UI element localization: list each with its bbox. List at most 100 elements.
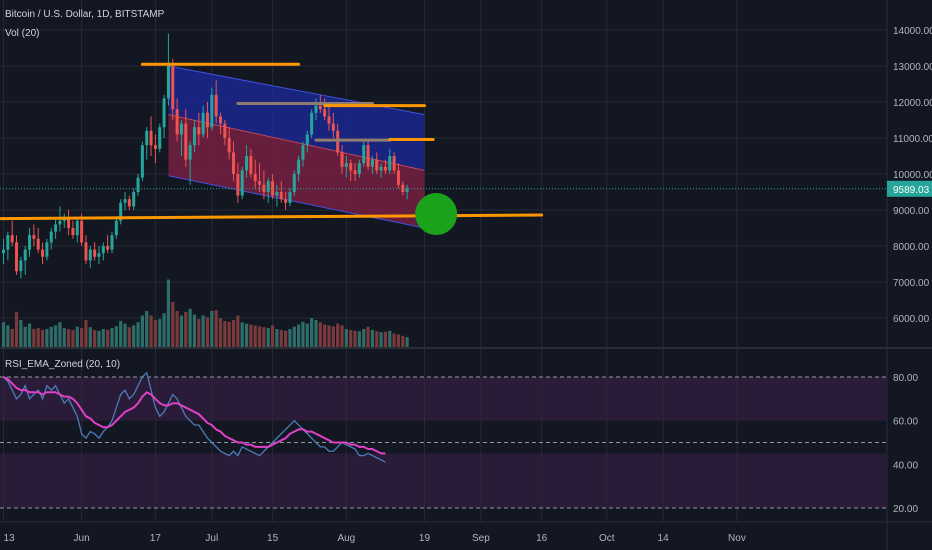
candle-body [370, 159, 374, 167]
last-price-badge [887, 180, 932, 197]
volume-bar [53, 325, 58, 347]
volume-bar [45, 329, 49, 347]
rsi-tick-label-3: 20.00 [893, 504, 918, 515]
volume-bar [275, 329, 279, 347]
candle-body [223, 123, 227, 138]
candle-body [153, 145, 157, 149]
candle-body [383, 166, 387, 171]
volume-bar [340, 325, 344, 347]
volume-bar [249, 324, 253, 347]
volume-bar [136, 322, 140, 347]
candle-body [396, 170, 400, 185]
candle-body [258, 181, 262, 185]
volume-bar [310, 318, 314, 347]
rsi-indicator-label: RSI_EMA_Zoned (20, 10) [5, 359, 121, 370]
volume-bar [392, 333, 396, 347]
time-tick-label-7: Sep [472, 533, 490, 544]
candle-body [140, 145, 144, 178]
candle-body [2, 249, 5, 254]
candle-body [266, 181, 270, 192]
volume-bar [375, 331, 379, 347]
volume-bar [353, 330, 357, 347]
candle-body [184, 123, 188, 160]
volume-bar [184, 311, 188, 347]
volume-bar [405, 337, 409, 347]
candle-body [284, 199, 288, 203]
candle-body [23, 249, 27, 261]
volume-bar [1, 322, 6, 347]
candle-body [67, 217, 71, 228]
volume-bar [236, 315, 240, 347]
volume-bar [106, 329, 110, 347]
volume-bar [279, 329, 283, 347]
candle-body [149, 130, 153, 146]
price-tick-label-0: 14000.00 [893, 26, 932, 37]
volume-bar [270, 325, 275, 347]
price-tick-label-6: 8000.00 [893, 242, 930, 253]
candle-body [327, 116, 331, 124]
rsi-tick-label-1: 60.00 [893, 417, 918, 428]
candle-body [127, 199, 131, 207]
candle-body [101, 246, 105, 254]
time-tick-label-2: 17 [150, 533, 162, 544]
candle-body [349, 163, 353, 171]
candle-body [10, 235, 14, 243]
time-tick-label-8: 16 [536, 533, 548, 544]
volume-bar [292, 326, 296, 347]
candle-body [28, 235, 32, 250]
candle-body [32, 235, 36, 239]
volume-bar [240, 322, 244, 347]
volume-bar [301, 321, 305, 347]
candle-body [262, 184, 266, 192]
volume-indicator-label: Vol (20) [5, 28, 40, 39]
time-tick-label-10: 14 [658, 533, 670, 544]
volume-bar [370, 329, 374, 347]
candle-body [158, 127, 162, 149]
candle-body [49, 231, 53, 243]
candle-body [366, 145, 370, 167]
price-tick-label-3: 11000.00 [893, 134, 932, 145]
volume-bar [297, 324, 301, 347]
candle-body [205, 112, 209, 128]
rsi-zone-0 [0, 377, 886, 421]
volume-bar [40, 329, 45, 347]
ema-line [3, 376, 386, 455]
candle-body [405, 188, 409, 192]
candle-body [80, 220, 84, 243]
candle-body [84, 242, 88, 261]
candle-body [15, 242, 19, 272]
symbol-title: Bitcoin / U.S. Dollar, 1D, BITSTAMP [5, 9, 165, 20]
time-tick-label-11: Nov [728, 533, 746, 544]
volume-bar [336, 323, 340, 347]
volume-bar [401, 335, 405, 347]
candle-body [88, 249, 92, 261]
volume-bar [36, 328, 40, 347]
volume-bar [123, 323, 127, 347]
volume-bar [323, 324, 327, 347]
candle-body [197, 127, 201, 135]
candle-body [201, 112, 205, 135]
volume-bar [227, 321, 231, 347]
candle-body [379, 166, 383, 171]
candle-body [292, 174, 296, 192]
price-tick-label-2: 12000.00 [893, 98, 932, 109]
volume-bar [223, 320, 227, 347]
volume-bar [127, 327, 131, 347]
candle-body [297, 159, 301, 174]
candle-body [210, 94, 214, 128]
candle-body [318, 105, 322, 110]
time-tick-label-4: 15 [267, 533, 279, 544]
target-circle[interactable] [415, 193, 458, 236]
candle-body [275, 192, 279, 196]
candle-body [245, 156, 249, 171]
candle-body [188, 145, 192, 160]
time-tick-label-3: Jul [205, 533, 218, 544]
channel-edge-blue_bottom [168, 175, 425, 229]
volume-bar [201, 315, 205, 347]
volume-bar [75, 326, 79, 347]
candle-body [110, 235, 114, 250]
candle-body [45, 242, 49, 257]
price-tick-label-1: 13000.00 [893, 62, 932, 73]
